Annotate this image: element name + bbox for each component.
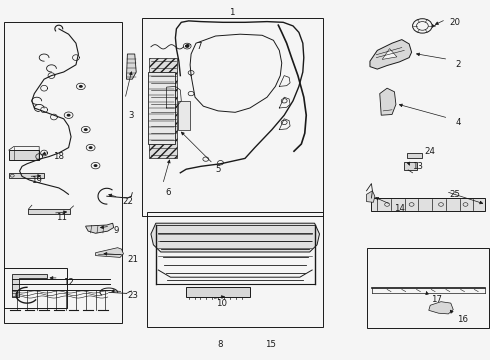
Bar	[142, 18, 323, 216]
Bar	[9, 150, 39, 160]
Bar	[4, 22, 122, 323]
Text: 16: 16	[457, 315, 468, 324]
Bar	[404, 162, 416, 170]
Text: 7: 7	[196, 42, 201, 51]
Polygon shape	[12, 274, 47, 297]
Circle shape	[94, 164, 98, 167]
Bar	[186, 287, 250, 297]
Text: 8: 8	[217, 341, 222, 349]
Text: 1: 1	[229, 8, 235, 17]
Text: 12: 12	[63, 278, 74, 287]
Text: 9: 9	[114, 226, 119, 235]
Text: 22: 22	[122, 197, 133, 206]
Text: 18: 18	[53, 152, 64, 161]
Polygon shape	[382, 49, 397, 59]
Text: 11: 11	[56, 213, 67, 222]
Polygon shape	[86, 223, 114, 233]
Bar	[147, 212, 323, 327]
Text: 20: 20	[450, 18, 461, 27]
Circle shape	[89, 146, 93, 149]
Polygon shape	[126, 54, 136, 79]
Text: 15: 15	[265, 341, 275, 349]
Circle shape	[67, 114, 71, 117]
Text: 17: 17	[431, 295, 442, 304]
Text: 25: 25	[450, 190, 461, 199]
Polygon shape	[151, 223, 319, 252]
Bar	[4, 268, 67, 308]
Bar	[407, 153, 422, 158]
Text: 14: 14	[394, 204, 405, 213]
Text: 19: 19	[31, 176, 42, 185]
Polygon shape	[380, 88, 396, 115]
Polygon shape	[96, 248, 123, 257]
Text: 13: 13	[412, 162, 422, 171]
Text: 6: 6	[166, 188, 171, 197]
Bar	[148, 72, 175, 144]
Bar	[28, 209, 70, 214]
Polygon shape	[429, 302, 453, 314]
Circle shape	[186, 45, 189, 47]
Text: 23: 23	[127, 292, 138, 300]
Polygon shape	[370, 40, 412, 69]
Circle shape	[84, 128, 88, 131]
Bar	[178, 101, 190, 130]
Polygon shape	[149, 58, 177, 158]
Polygon shape	[367, 191, 375, 202]
Bar	[367, 248, 489, 328]
Text: 2: 2	[456, 60, 461, 69]
Text: 24: 24	[425, 147, 436, 156]
Text: 5: 5	[216, 165, 221, 174]
Text: 21: 21	[127, 255, 138, 264]
Polygon shape	[371, 198, 485, 211]
Bar	[9, 173, 44, 178]
Text: 10: 10	[216, 299, 226, 307]
Circle shape	[79, 85, 83, 88]
Text: 3: 3	[128, 111, 134, 120]
Text: 4: 4	[456, 118, 461, 127]
